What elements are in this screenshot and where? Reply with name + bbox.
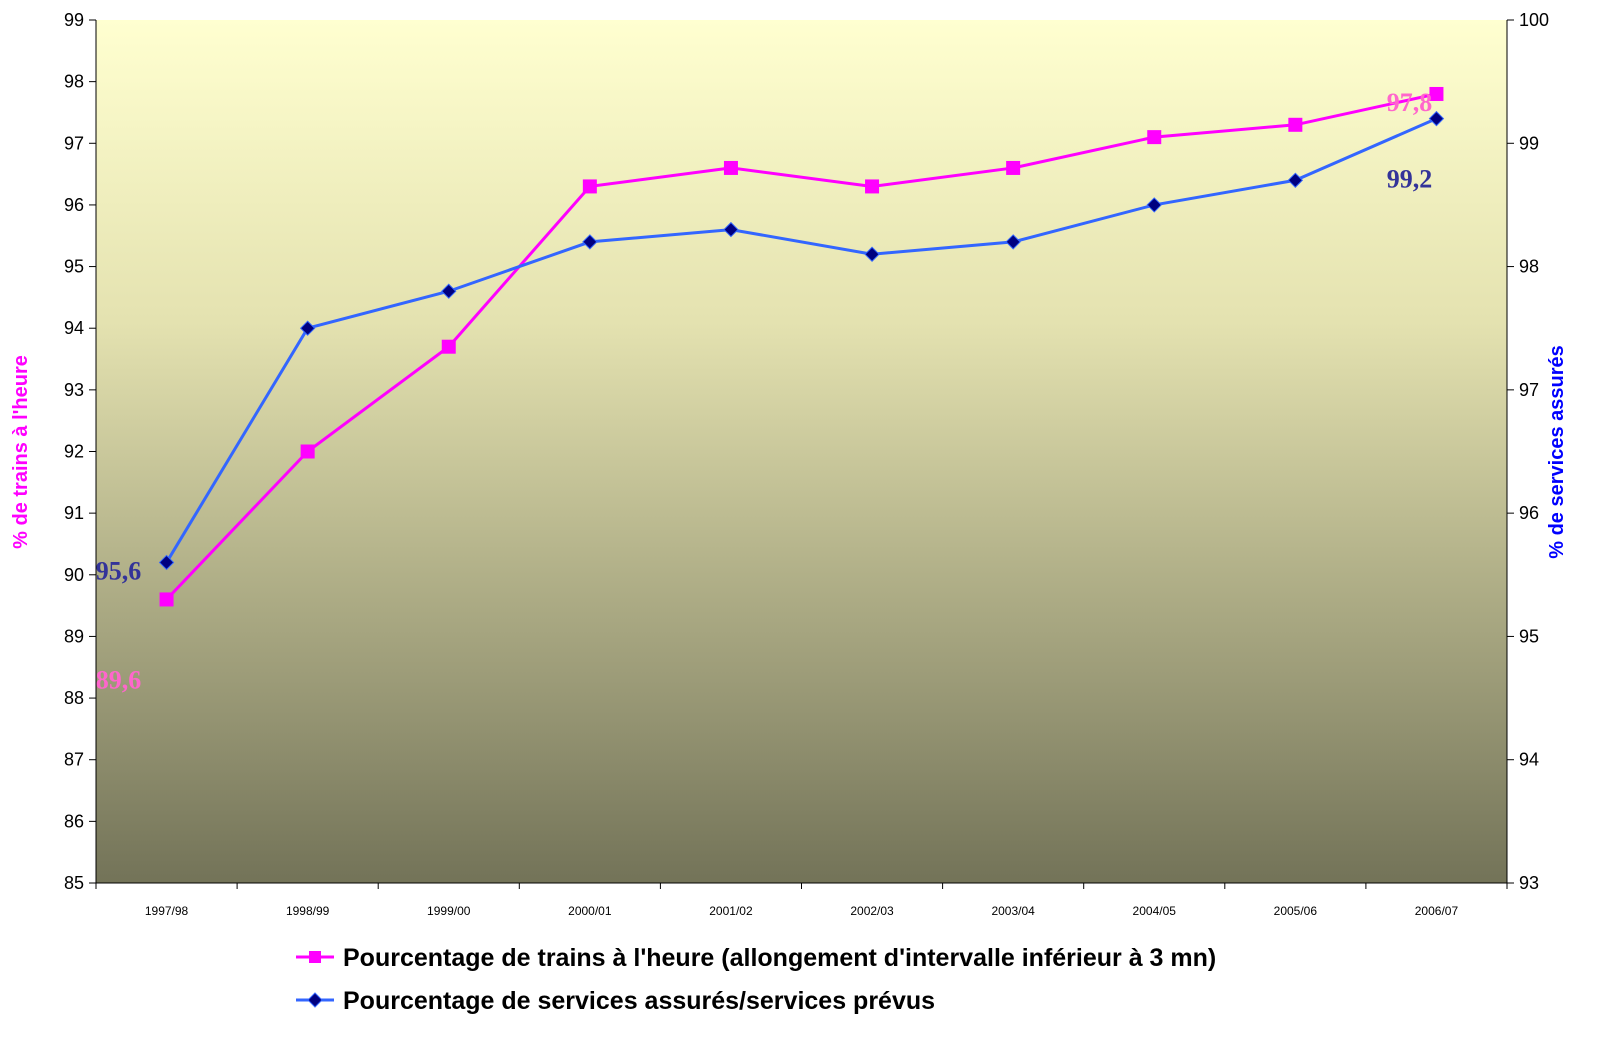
x-tick-label: 2004/05 (1133, 904, 1177, 918)
series-markers (158, 86, 1445, 607)
marker-diamond (1287, 172, 1304, 188)
legend-label-trains: Pourcentage de trains à l'heure (allonge… (343, 944, 1216, 972)
left-axis-title: % de trains à l'heure (10, 355, 32, 549)
x-tick-label: 2002/03 (850, 904, 894, 918)
marker-square (1006, 160, 1021, 175)
left-tick-label: 93 (64, 380, 84, 400)
left-tick-label: 86 (64, 811, 84, 831)
marker-square (441, 339, 456, 354)
series-line-1 (165, 92, 1437, 601)
marker-diamond (441, 283, 457, 299)
marker-square (865, 179, 880, 194)
series-line-2 (165, 117, 1438, 564)
right-tick-label: 98 (1519, 257, 1539, 277)
left-tick-label: 89 (64, 626, 84, 646)
left-tick-label: 88 (64, 688, 84, 708)
left-tick-label: 85 (64, 873, 84, 893)
marker-diamond (723, 221, 739, 238)
data-label-3: 97,8 (1387, 88, 1433, 117)
left-tick-label: 94 (64, 318, 84, 338)
data-label-4: 99,2 (1387, 165, 1433, 194)
right-axis-ticks: 93 94 95 96 97 98 99 100 (1507, 10, 1549, 893)
left-tick-label: 87 (64, 750, 84, 770)
x-tick-label: 2006/07 (1415, 904, 1459, 918)
legend: Pourcentage de trains à l'heure (allonge… (296, 944, 1216, 1015)
legend-marker-diamond (307, 992, 323, 1008)
right-tick-label: 97 (1519, 380, 1539, 400)
x-tick-label: 1998/99 (286, 904, 330, 918)
legend-marker-square (309, 951, 321, 963)
marker-square (582, 179, 597, 194)
right-tick-label: 100 (1519, 10, 1549, 30)
marker-square (1147, 130, 1162, 145)
marker-diamond (1428, 110, 1445, 127)
x-tick-label: 2000/01 (568, 904, 612, 918)
marker-square (300, 444, 315, 459)
marker-diamond (158, 554, 175, 571)
marker-diamond (1146, 197, 1162, 213)
left-tick-label: 96 (64, 195, 84, 215)
left-tick-label: 98 (64, 72, 84, 92)
data-label-2: 89,6 (96, 665, 142, 694)
right-tick-label: 99 (1519, 133, 1539, 153)
data-annotations: 95,6 89,6 97,8 99,2 (96, 88, 1432, 694)
marker-diamond (299, 320, 316, 336)
x-tick-label: 2001/02 (709, 904, 753, 918)
left-tick-label: 92 (64, 442, 84, 462)
left-tick-label: 91 (64, 503, 84, 523)
right-tick-label: 93 (1519, 873, 1539, 893)
right-tick-label: 95 (1519, 626, 1539, 646)
left-tick-label: 95 (64, 257, 84, 277)
right-tick-label: 94 (1519, 750, 1539, 770)
right-tick-label: 96 (1519, 503, 1539, 523)
legend-label-services: Pourcentage de services assurés/services… (343, 987, 935, 1015)
marker-square (159, 592, 174, 607)
right-axis-title: % de services assurés (1546, 345, 1568, 559)
left-tick-label: 97 (64, 133, 84, 153)
marker-diamond (1005, 234, 1021, 250)
x-tick-label: 1997/98 (145, 904, 189, 918)
marker-diamond (864, 246, 880, 262)
plot-area (96, 20, 1507, 883)
left-axis-ticks: 85 86 87 88 89 90 91 92 93 94 95 96 97 98 99 (64, 10, 96, 893)
x-tick-label: 2005/06 (1274, 904, 1318, 918)
x-tick-label: 1999/00 (427, 904, 471, 918)
legend-item-trains: Pourcentage de trains à l'heure (allonge… (296, 944, 1216, 972)
left-tick-label: 99 (64, 10, 84, 30)
x-axis-ticks: 1997/98 1998/99 1999/00 2000/01 2001/02 2002/… (95, 883, 1508, 918)
marker-square (1429, 86, 1444, 101)
data-label-1: 95,6 (96, 556, 142, 585)
marker-square (1288, 117, 1303, 132)
left-tick-label: 90 (64, 565, 84, 585)
marker-diamond (582, 234, 598, 250)
series-lines (165, 92, 1438, 601)
marker-square (723, 160, 738, 175)
x-tick-label: 2003/04 (991, 904, 1035, 918)
legend-item-services: Pourcentage de services assurés/services… (296, 987, 935, 1015)
